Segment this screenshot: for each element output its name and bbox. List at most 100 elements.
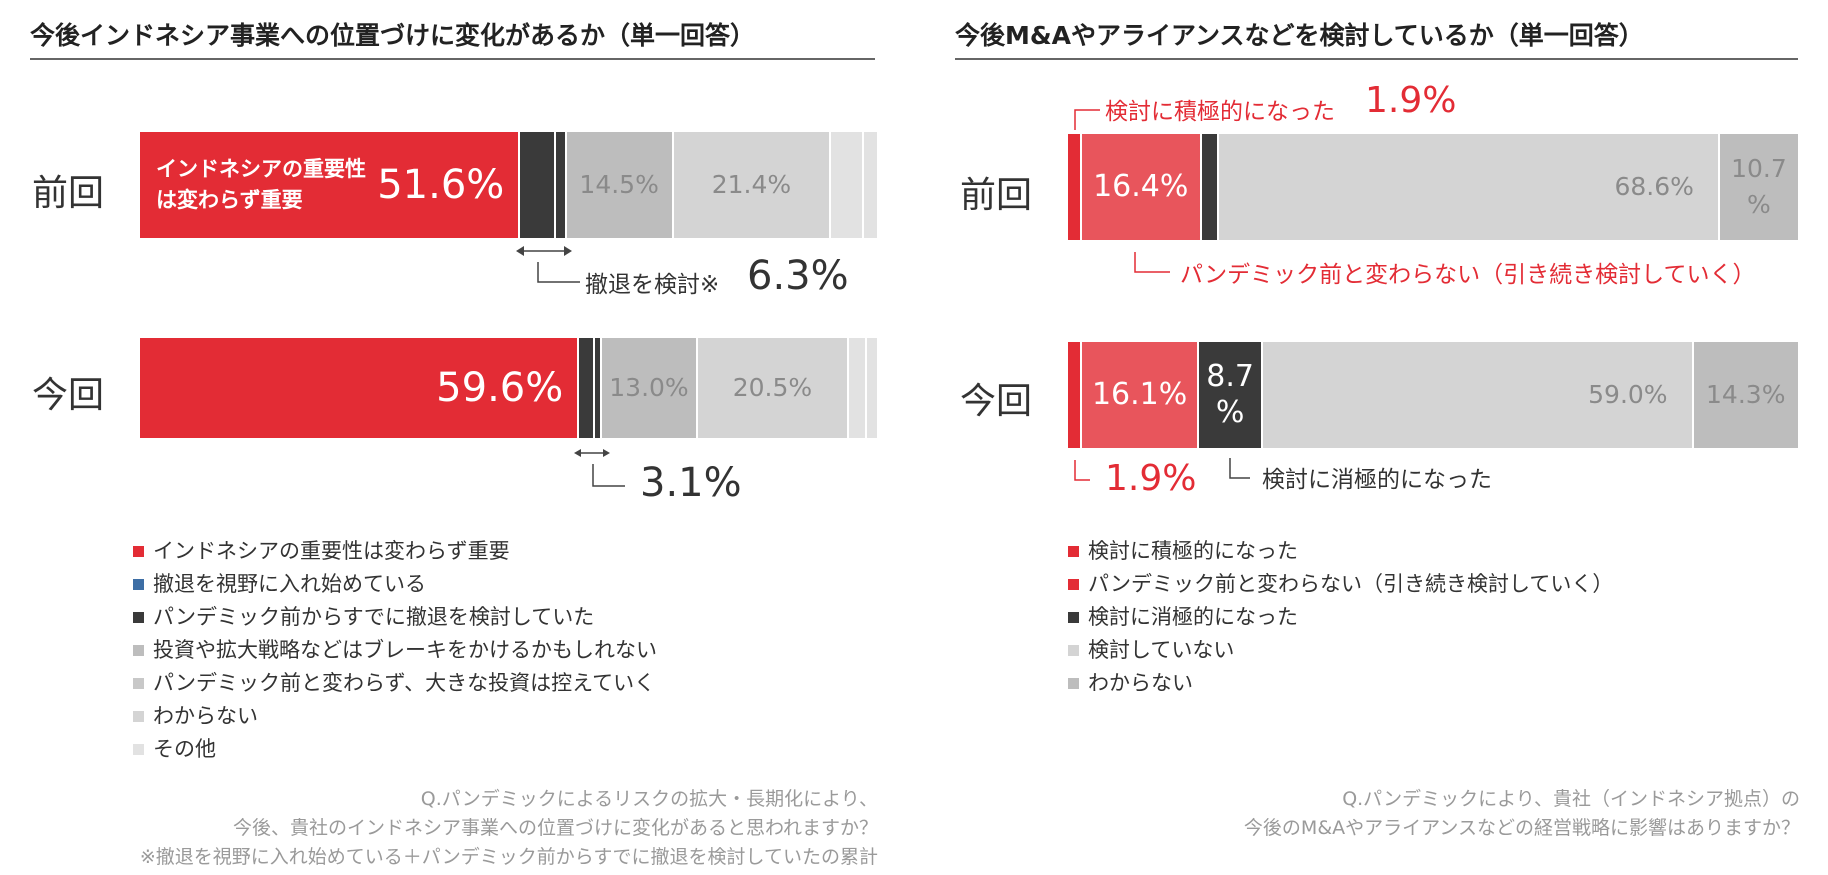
left-prev-segment-5 [831,132,864,238]
left-prev-segment-3: 14.5% [566,132,674,238]
legend-label: 検討に積極的になった [1088,539,1298,563]
left-legend-item: 撤退を視野に入れ始めている [133,568,657,601]
left-now-segment-6 [867,338,877,438]
left-now-segment-0: 59.6% [140,338,580,438]
legend-label: 投資や拡大戦略などはブレーキをかけるかもしれない [153,638,657,662]
left-chart-title: 今後インドネシア事業への位置づけに変化があるか（単一回答） [30,21,756,50]
right-title-rule [955,58,1798,60]
legend-swatch [133,612,144,623]
question-note-line: ※撤退を視野に入れ始めている＋パンデミック前からすでに撤退を検討していたの累計 [139,846,878,868]
right-now-segment-label-3: 59.0% [1588,380,1668,409]
left-row-label-now: 今回 [32,375,105,416]
left-legend: インドネシアの重要性は変わらず重要撤退を視野に入れ始めているパンデミック前からす… [133,535,657,766]
right-same-callout-line [1134,252,1170,273]
right-row-label-now: 今回 [960,381,1033,422]
left-withdraw-now-value: 3.1% [640,460,742,506]
left-prev-arrowhead-left [516,246,524,256]
left-now-segment-2 [594,338,603,438]
right-passive-callout-line [1229,458,1250,479]
right-bar-now: 16.1% 8.7 % 59.0% 14.3% [1068,342,1798,448]
left-now-arrowhead-right [603,449,610,457]
right-legend: 検討に積極的になったパンデミック前と変わらない（引き続き検討していく） 検討に消極… [1068,535,1613,700]
left-prev-segment-1 [520,132,557,238]
right-legend-item: わからない [1068,667,1613,700]
question-note-line: 今後、貴社のインドネシア事業への位置づけに変化があると思われますか？ [232,817,878,839]
right-now-segment-0 [1068,342,1082,448]
right-now-segment-label-1: 16.1% [1091,377,1188,412]
left-legend-item: わからない [133,700,657,733]
legend-swatch [133,744,144,755]
left-prev-segment-6 [863,132,877,238]
right-prev-segment-label-4: 10.7 % [1731,154,1787,219]
right-active-prev-callout-line [1074,109,1100,130]
right-active-now-value: 1.9% [1105,458,1197,499]
left-row-label-prev: 前回 [32,173,105,214]
right-chart-title: 今後M&Aやアライアンスなどを検討しているか（単一回答） [955,21,1644,50]
right-legend-item: 検討していない [1068,634,1613,667]
legend-label: その他 [153,737,216,761]
left-prev-segment-label-3: 14.5% [579,170,659,199]
left-legend-item: パンデミック前と変わらず、大きな投資は控えていく [133,667,657,700]
left-now-segment-label-3: 13.0% [609,373,689,402]
left-legend-item: その他 [133,733,657,766]
right-legend-item: 検討に消極的になった [1068,601,1613,634]
question-note-line: Q.パンデミックにより、貴社（インドネシア拠点）の [1342,788,1800,810]
left-question-note: Q.パンデミックによるリスクの拡大・長期化により、 今後、貴社のインドネシア事業へ… [140,785,878,872]
right-prev-segment-label-1: 16.4% [1093,169,1189,204]
right-now-segment-1: 16.1% [1081,342,1200,448]
right-prev-segment-label-3: 68.6% [1614,172,1694,201]
right-same-label: パンデミック前と変わらない（引き続き検討していく） [1180,262,1756,288]
left-now-callout-line [592,464,625,487]
legend-swatch [133,579,144,590]
legend-label: パンデミック前からすでに撤退を検討していた [153,605,595,629]
right-legend-item: パンデミック前と変わらない（引き続き検討していく） [1068,568,1613,601]
left-prev-segment-0: インドネシアの重要性 は変わらず重要 51.6% [140,132,521,238]
right-prev-segment-0 [1068,134,1082,240]
right-now-segment-label-4: 14.3% [1706,380,1786,409]
left-legend-item: インドネシアの重要性は変わらず重要 [133,535,657,568]
left-prev-segment-2 [556,132,567,238]
legend-swatch [133,546,144,557]
legend-swatch [1068,579,1079,590]
legend-label: 検討に消極的になった [1088,605,1298,629]
legend-swatch [1068,612,1079,623]
legend-swatch [133,645,144,656]
left-now-segment-3: 13.0% [602,338,698,438]
right-question-note: Q.パンデミックにより、貴社（インドネシア拠点）の 今後のM&Aやアライアンスなど… [1244,785,1800,843]
right-now-segment-4: 14.3% [1693,342,1798,448]
right-prev-segment-1: 16.4% [1081,134,1202,240]
legend-label: わからない [153,704,258,728]
left-now-segment-1 [579,338,595,438]
left-prev-inbar-description: インドネシアの重要性 は変わらず重要 [156,157,366,212]
legend-swatch [1068,546,1079,557]
left-now-segment-label-4: 20.5% [732,373,813,402]
right-now-segment-2: 8.7 % [1199,342,1263,448]
left-now-arrowhead-left [574,449,581,457]
legend-swatch [1068,645,1079,656]
right-active-label: 検討に積極的になった [1105,99,1335,125]
right-passive-label: 検討に消極的になった [1262,467,1492,493]
right-prev-segment-4: 10.7 % [1719,134,1798,240]
left-now-segment-5 [848,338,868,438]
left-withdraw-prev-value: 6.3% [747,253,849,299]
left-withdraw-label: 撤退を検討※ [585,272,720,298]
legend-swatch [133,678,144,689]
right-row-label-prev: 前回 [960,175,1033,216]
legend-swatch [1068,678,1079,689]
left-prev-callout-line [537,262,580,283]
legend-label: パンデミック前と変わらず、大きな投資は控えていく [153,671,656,695]
left-title-rule [30,58,875,60]
left-bar-prev: インドネシアの重要性 は変わらず重要 51.6% 14.5% 21.4% [140,132,877,238]
right-now-segment-label-2: 8.7 % [1206,359,1254,430]
legend-swatch [133,711,144,722]
legend-label: 撤退を視野に入れ始めている [153,572,426,596]
legend-label: わからない [1088,671,1193,695]
left-now-segment-label-0: 59.6% [436,365,564,411]
left-prev-arrowhead-right [564,246,572,256]
left-legend-item: 投資や拡大戦略などはブレーキをかけるかもしれない [133,634,657,667]
right-prev-segment-2 [1201,134,1220,240]
right-now-segment-3: 59.0% [1262,342,1694,448]
left-prev-segment-label-4: 21.4% [711,170,792,199]
left-prev-segment-4: 21.4% [673,132,832,238]
